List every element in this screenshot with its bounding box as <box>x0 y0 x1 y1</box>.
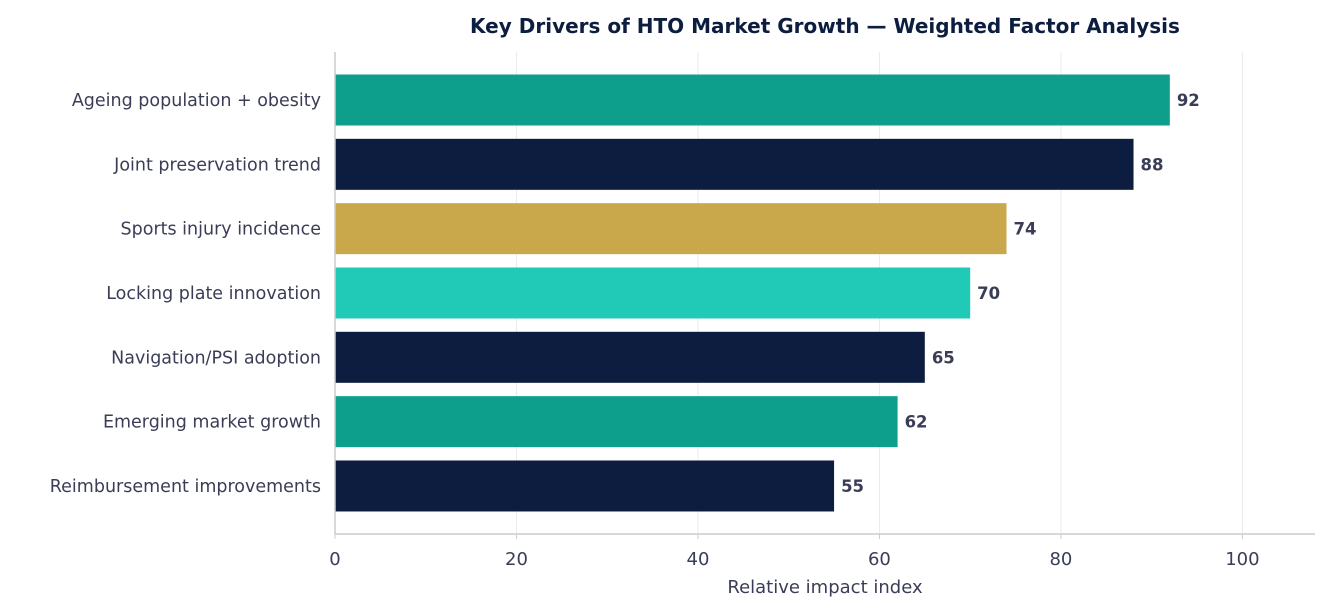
category-label-2: Joint preservation trend <box>113 155 321 175</box>
x-ticks: 0 20 40 60 80 100 <box>329 534 1260 570</box>
category-label-1: Ageing population + obesity <box>72 91 321 111</box>
value-label-5: 65 <box>932 348 955 367</box>
value-label-4: 70 <box>977 284 1000 303</box>
category-label-4: Locking plate innovation <box>106 284 321 304</box>
chart-title: Key Drivers of HTO Market Growth — Weigh… <box>470 14 1180 38</box>
value-label-2: 88 <box>1141 155 1164 174</box>
bar-5 <box>335 331 925 383</box>
bar-3 <box>335 203 1007 255</box>
value-labels: 92 88 74 70 65 62 55 <box>841 91 1200 496</box>
bar-2 <box>335 138 1134 190</box>
x-axis-label: Relative impact index <box>727 577 923 598</box>
category-label-3: Sports injury incidence <box>121 220 321 240</box>
category-labels: Ageing population + obesity Joint preserv… <box>50 91 321 497</box>
bar-1 <box>335 74 1170 126</box>
category-label-5: Navigation/PSI adoption <box>111 348 321 368</box>
bar-6 <box>335 396 898 448</box>
bars <box>335 74 1170 512</box>
value-label-3: 74 <box>1013 220 1036 239</box>
bar-4 <box>335 267 971 319</box>
x-tick-label-20: 20 <box>505 549 528 570</box>
category-label-7: Reimbursement improvements <box>50 477 321 497</box>
x-tick-label-0: 0 <box>329 549 340 570</box>
value-label-1: 92 <box>1177 91 1200 110</box>
x-tick-label-40: 40 <box>687 549 710 570</box>
category-label-6: Emerging market growth <box>103 413 321 433</box>
x-tick-label-60: 60 <box>868 549 891 570</box>
value-label-6: 62 <box>905 413 928 432</box>
x-tick-label-100: 100 <box>1225 549 1259 570</box>
axes <box>334 52 1315 535</box>
bar-7 <box>335 460 835 512</box>
value-label-7: 55 <box>841 477 864 496</box>
x-tick-label-80: 80 <box>1049 549 1072 570</box>
